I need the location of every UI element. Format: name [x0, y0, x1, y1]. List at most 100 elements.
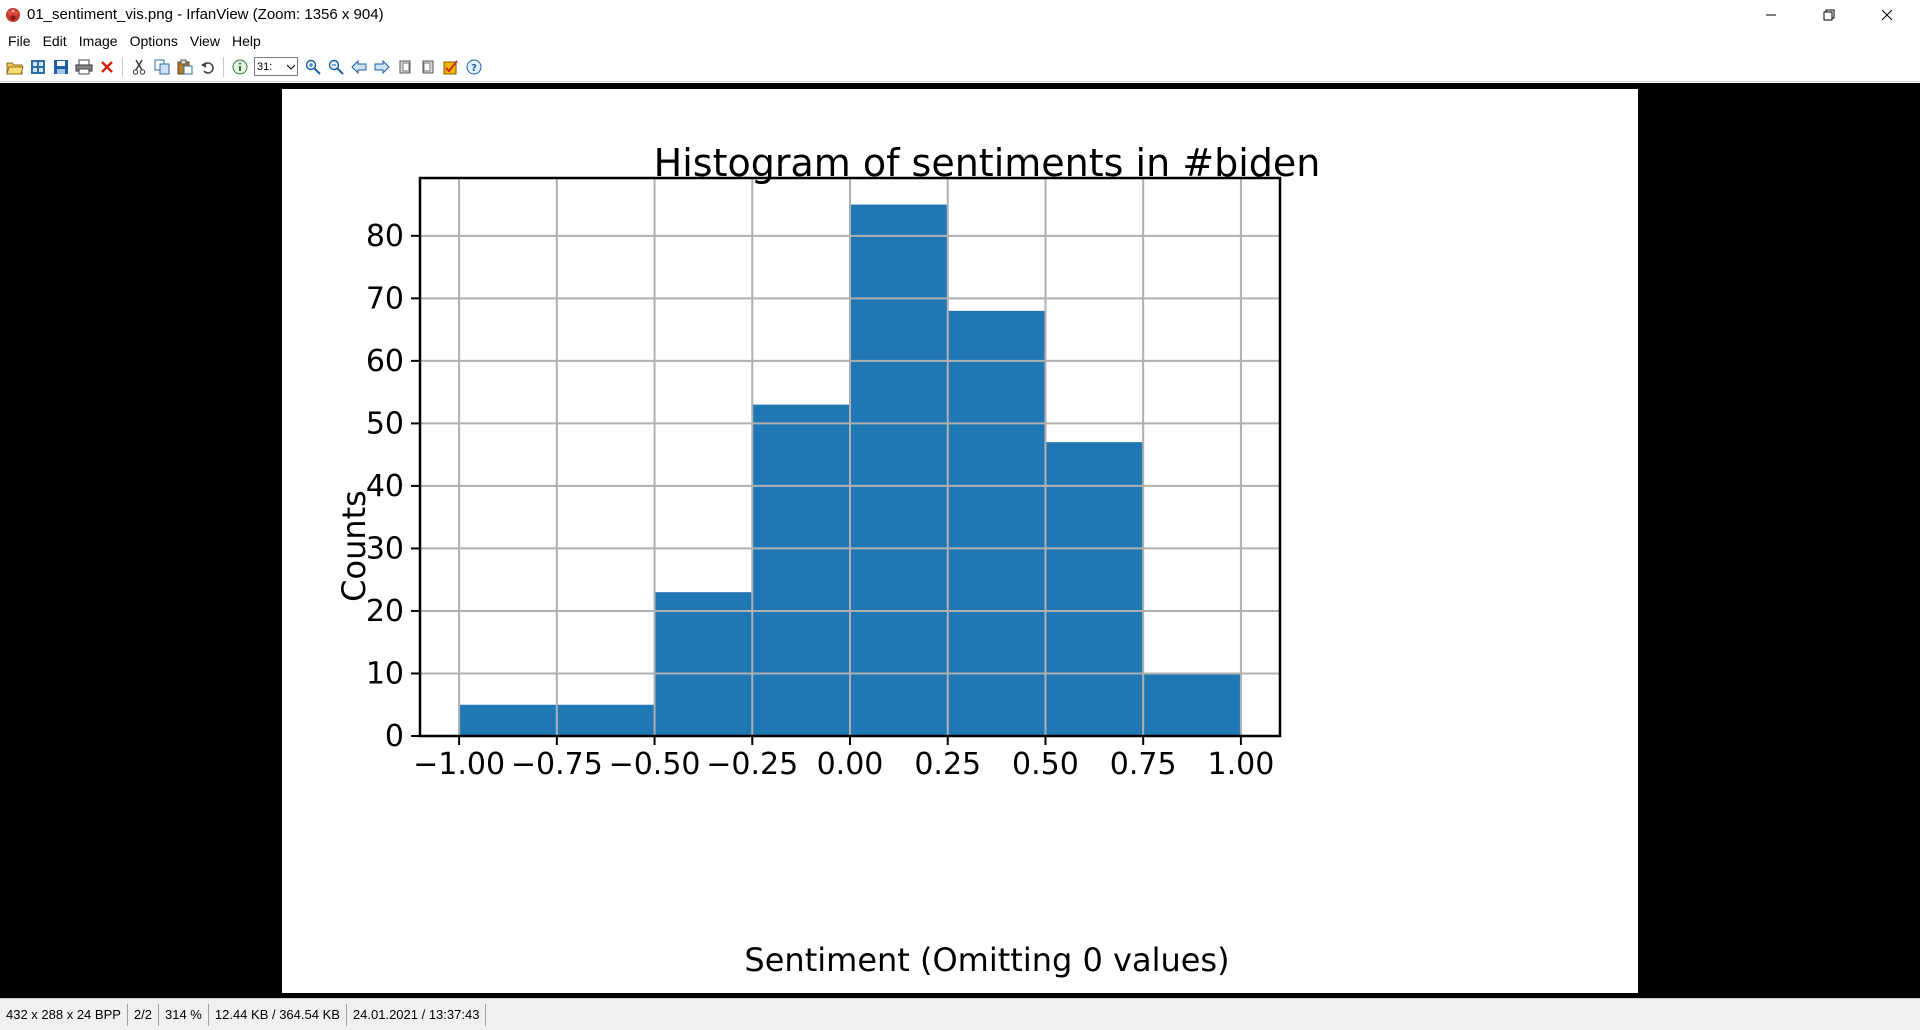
status-dimensions: 432 x 288 x 24 BPP: [0, 1003, 128, 1026]
close-button[interactable]: [1858, 0, 1916, 30]
y-tick-label: 30: [366, 531, 404, 566]
menu-edit[interactable]: Edit: [42, 33, 67, 49]
last-button[interactable]: [416, 55, 439, 78]
thumbnails-button[interactable]: [26, 55, 49, 78]
cut-button[interactable]: [127, 55, 150, 78]
histogram-bar: [1143, 673, 1241, 736]
status-bar: 432 x 288 x 24 BPP 2/2 314 % 12.44 KB / …: [0, 998, 1920, 1030]
histogram-bar: [1045, 442, 1144, 736]
cut-icon: [132, 59, 145, 75]
previous-icon: [350, 59, 366, 74]
x-tick-label: 0.00: [817, 747, 884, 782]
x-tick-label: −1.00: [413, 747, 505, 782]
zoom-in-button[interactable]: [301, 55, 324, 78]
paste-button[interactable]: [173, 55, 196, 78]
menu-image[interactable]: Image: [78, 33, 118, 49]
zoom-select[interactable]: 31:: [254, 57, 298, 76]
last-icon: [422, 60, 433, 73]
copy-button[interactable]: [150, 55, 173, 78]
delete-icon: [100, 60, 113, 73]
x-axis-label: Sentiment (Omitting 0 values): [744, 941, 1229, 979]
previous-button[interactable]: [347, 55, 370, 78]
delete-button[interactable]: [95, 55, 118, 78]
save-icon: [53, 59, 68, 74]
menu-help[interactable]: Help: [231, 33, 261, 49]
help-icon: ?: [466, 59, 481, 74]
y-tick-label: 80: [366, 219, 404, 254]
x-tick-label: 1.00: [1208, 747, 1275, 782]
image-viewer[interactable]: −1.00 −0.75 −0.50 −0.25 0.00 0.25 0.50 0.75 1.00…: [0, 83, 1920, 998]
chart-title: Histogram of sentiments in #biden: [654, 141, 1321, 185]
histogram-bar: [850, 204, 948, 737]
save-button[interactable]: [49, 55, 72, 78]
toolbar-divider: [122, 56, 123, 77]
minimize-icon: [1766, 14, 1776, 16]
next-icon: [374, 59, 390, 74]
menu-view[interactable]: View: [189, 33, 220, 49]
status-date: 24.01.2021 / 13:37:43: [347, 1003, 487, 1026]
histogram-bar: [459, 704, 557, 736]
undo-icon: [200, 61, 214, 74]
chevron-down-icon: [287, 64, 295, 70]
close-icon: [1881, 9, 1893, 21]
zoom-in-icon: [305, 59, 321, 75]
y-tick-label: 50: [366, 406, 404, 441]
toolbar: 31: ?: [0, 52, 1920, 82]
y-tick-label: 70: [366, 281, 404, 316]
displayed-image: −1.00 −0.75 −0.50 −0.25 0.00 0.25 0.50 0.75 1.00…: [282, 89, 1638, 993]
minimize-button[interactable]: [1742, 0, 1800, 30]
menu-bar: File Edit Image Options View Help: [0, 30, 1920, 52]
help-button[interactable]: ?: [462, 55, 485, 78]
status-zoom: 314 %: [159, 1003, 209, 1026]
x-tick-label: −0.25: [706, 747, 798, 782]
x-tick-label: 0.75: [1110, 747, 1177, 782]
histogram-bars: [459, 204, 1241, 737]
paste-icon: [177, 59, 192, 74]
histogram-bar: [947, 310, 1046, 736]
y-axis-label: Counts: [335, 490, 373, 602]
x-tick-label: 0.25: [914, 747, 981, 782]
open-button[interactable]: [3, 55, 26, 78]
copy-icon: [154, 59, 169, 74]
menu-options[interactable]: Options: [129, 33, 178, 49]
y-tick-label: 10: [366, 656, 404, 691]
y-tick-label: 20: [366, 594, 404, 629]
x-tick-label: 0.50: [1012, 747, 1079, 782]
paint-icon: [443, 59, 458, 74]
chart-axes: −1.00 −0.75 −0.50 −0.25 0.00 0.25 0.50 0.75 1.00…: [366, 176, 1282, 782]
toolbar-divider: [223, 56, 224, 77]
print-button[interactable]: [72, 55, 95, 78]
undo-button[interactable]: [196, 55, 219, 78]
title-bar: 01_sentiment_vis.png - IrfanView (Zoom: …: [0, 0, 1920, 30]
zoom-out-icon: [328, 59, 344, 75]
thumbnails-icon: [30, 59, 45, 74]
window-title: 01_sentiment_vis.png - IrfanView (Zoom: …: [27, 6, 384, 23]
info-button[interactable]: [228, 55, 251, 78]
next-button[interactable]: [370, 55, 393, 78]
y-tick-label: 40: [366, 469, 404, 504]
menu-file[interactable]: File: [8, 33, 31, 49]
histogram-chart: −1.00 −0.75 −0.50 −0.25 0.00 0.25 0.50 0.75 1.00…: [335, 141, 1321, 979]
histogram-bar: [556, 704, 655, 736]
zoom-select-value: 31:: [257, 60, 273, 73]
status-file-size: 12.44 KB / 364.54 KB: [209, 1003, 347, 1026]
irfanview-app-icon[interactable]: [4, 6, 22, 24]
y-tick-label: 0: [385, 719, 404, 754]
first-icon: [399, 60, 410, 73]
x-tick-label: −0.50: [609, 747, 701, 782]
grid-lines: [420, 178, 1280, 737]
svg-text:?: ?: [471, 63, 477, 74]
histogram-bar: [654, 592, 753, 736]
y-tick-label: 60: [366, 344, 404, 379]
zoom-out-button[interactable]: [324, 55, 347, 78]
first-button[interactable]: [393, 55, 416, 78]
info-icon: [232, 59, 247, 74]
x-tick-label: −0.75: [511, 747, 603, 782]
restore-icon: [1823, 9, 1835, 21]
restore-button[interactable]: [1800, 0, 1858, 30]
status-index: 2/2: [128, 1003, 159, 1026]
open-icon: [5, 62, 24, 74]
histogram-bar: [752, 404, 850, 736]
paint-button[interactable]: [439, 55, 462, 78]
print-icon: [75, 59, 92, 74]
